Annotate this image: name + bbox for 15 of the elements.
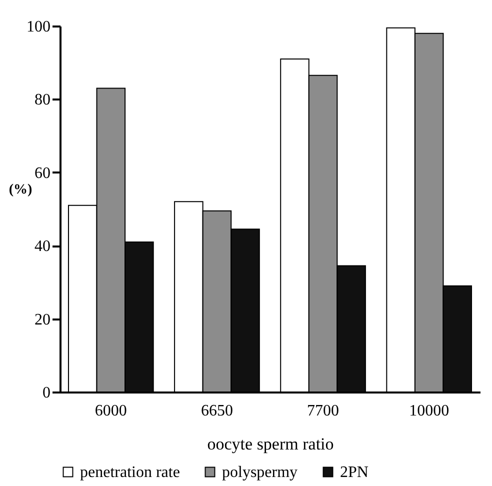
y-axis-title: (%) <box>8 182 32 198</box>
y-tick-label: 60 <box>34 164 50 182</box>
x-tick-label: 7700 <box>307 402 340 420</box>
y-tick-label: 80 <box>34 92 50 109</box>
legend-label: polyspermy <box>222 464 298 481</box>
legend-label: 2PN <box>340 464 369 481</box>
y-tick-label: 0 <box>42 384 50 402</box>
y-tick-label: 100 <box>26 18 50 36</box>
legend-label: penetration rate <box>80 464 180 481</box>
y-tick-label: 40 <box>34 238 50 256</box>
x-axis-title: oocyte sperm ratio <box>207 434 334 454</box>
x-tick-label: 6000 <box>94 402 127 420</box>
x-tick-label: 6650 <box>200 402 233 420</box>
y-tick-label: 20 <box>34 311 50 328</box>
x-tick-label: 10000 <box>409 402 450 420</box>
